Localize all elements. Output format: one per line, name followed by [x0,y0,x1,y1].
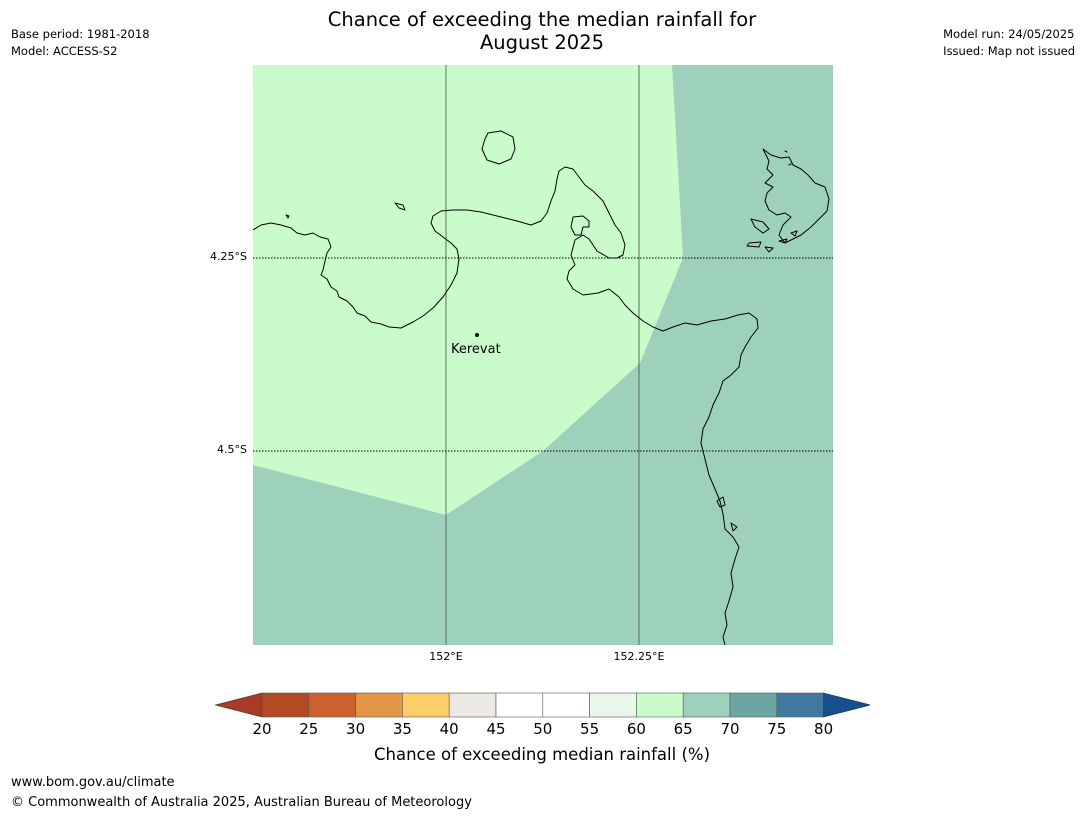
colorbar-tick-label: 40 [439,720,459,738]
colorbar-tick-label: 65 [673,720,693,738]
colorbar-segment [636,692,684,718]
coastline-ring-island [481,130,516,165]
colorbar-segment [589,692,637,718]
colorbar-svg [214,692,871,718]
colorbar-tick-label: 20 [252,720,272,738]
coastline-small-loop [730,522,738,532]
lon-label-152e: 152°E [429,650,463,663]
coastline-islet-tiny [285,214,290,219]
colorbar-segment [448,692,497,718]
colorbar-arrow-low [214,692,263,718]
colorbar-segment [308,692,356,718]
colorbar-segment [261,692,310,718]
lat-label-4-25s: 4.25°S [210,250,247,263]
model-text: Model: ACCESS-S2 [11,44,118,58]
colorbar-segment [355,692,403,718]
colorbar-segment [729,692,778,718]
title-line-1: Chance of exceeding the median rainfall … [327,8,757,31]
lon-label-152-25e: 152.25°E [613,650,665,663]
colorbar-segment [495,692,544,718]
coastline-duke-of-york [762,148,830,244]
place-label-kerevat: Kerevat [451,342,501,357]
colorbar-segment [682,692,731,718]
header-left-meta: Base period: 1981-2018 Model: ACCESS-S2 [11,26,150,60]
coastline [253,130,830,645]
footer-url: www.bom.gov.au/climate [11,775,175,790]
coastline-cape [570,215,590,236]
colorbar-tick-label: 45 [486,720,506,738]
title-line-2: August 2025 [479,31,605,54]
colorbar-tick-label: 25 [299,720,319,738]
footer-copyright: © Commonwealth of Australia 2025, Austra… [11,795,472,810]
coastline-islets-bay [750,150,792,234]
rainfall-map: Kerevat [253,65,833,645]
colorbar-tick-label: 55 [580,720,600,738]
base-period-text: Base period: 1981-2018 [11,27,150,41]
colorbar-segment [402,692,450,718]
map-title: Chance of exceeding the median rainfall … [242,8,842,54]
coastline-east-islet [716,496,726,508]
issued-text: Issued: Map not issued [943,44,1075,58]
colorbar-tick-label: 30 [346,720,366,738]
colorbar-arrow-high [823,692,871,718]
colorbar-segment [776,692,824,718]
colorbar-tick-label: 60 [626,720,646,738]
colorbar-tick-label: 75 [767,720,787,738]
coastline-gazelle-peninsula [253,166,759,645]
colorbar-title: Chance of exceeding median rainfall (%) [373,745,711,764]
coastline-islet-west [394,202,406,211]
colorbar-tick-label: 70 [720,720,740,738]
coastline-islets-east [746,230,798,253]
kerevat-marker [475,333,479,337]
map-svg [253,65,833,645]
model-run-text: Model run: 24/05/2025 [943,27,1075,41]
probability-region-60-65 [253,65,683,515]
header-right-meta: Model run: 24/05/2025 Issued: Map not is… [943,26,1075,60]
lat-label-4-5s: 4.5°S [217,443,247,456]
colorbar [214,692,871,720]
colorbar-segment [542,692,590,718]
colorbar-tick-label: 35 [392,720,412,738]
colorbar-tick-label: 50 [533,720,553,738]
colorbar-tick-label: 80 [814,720,834,738]
